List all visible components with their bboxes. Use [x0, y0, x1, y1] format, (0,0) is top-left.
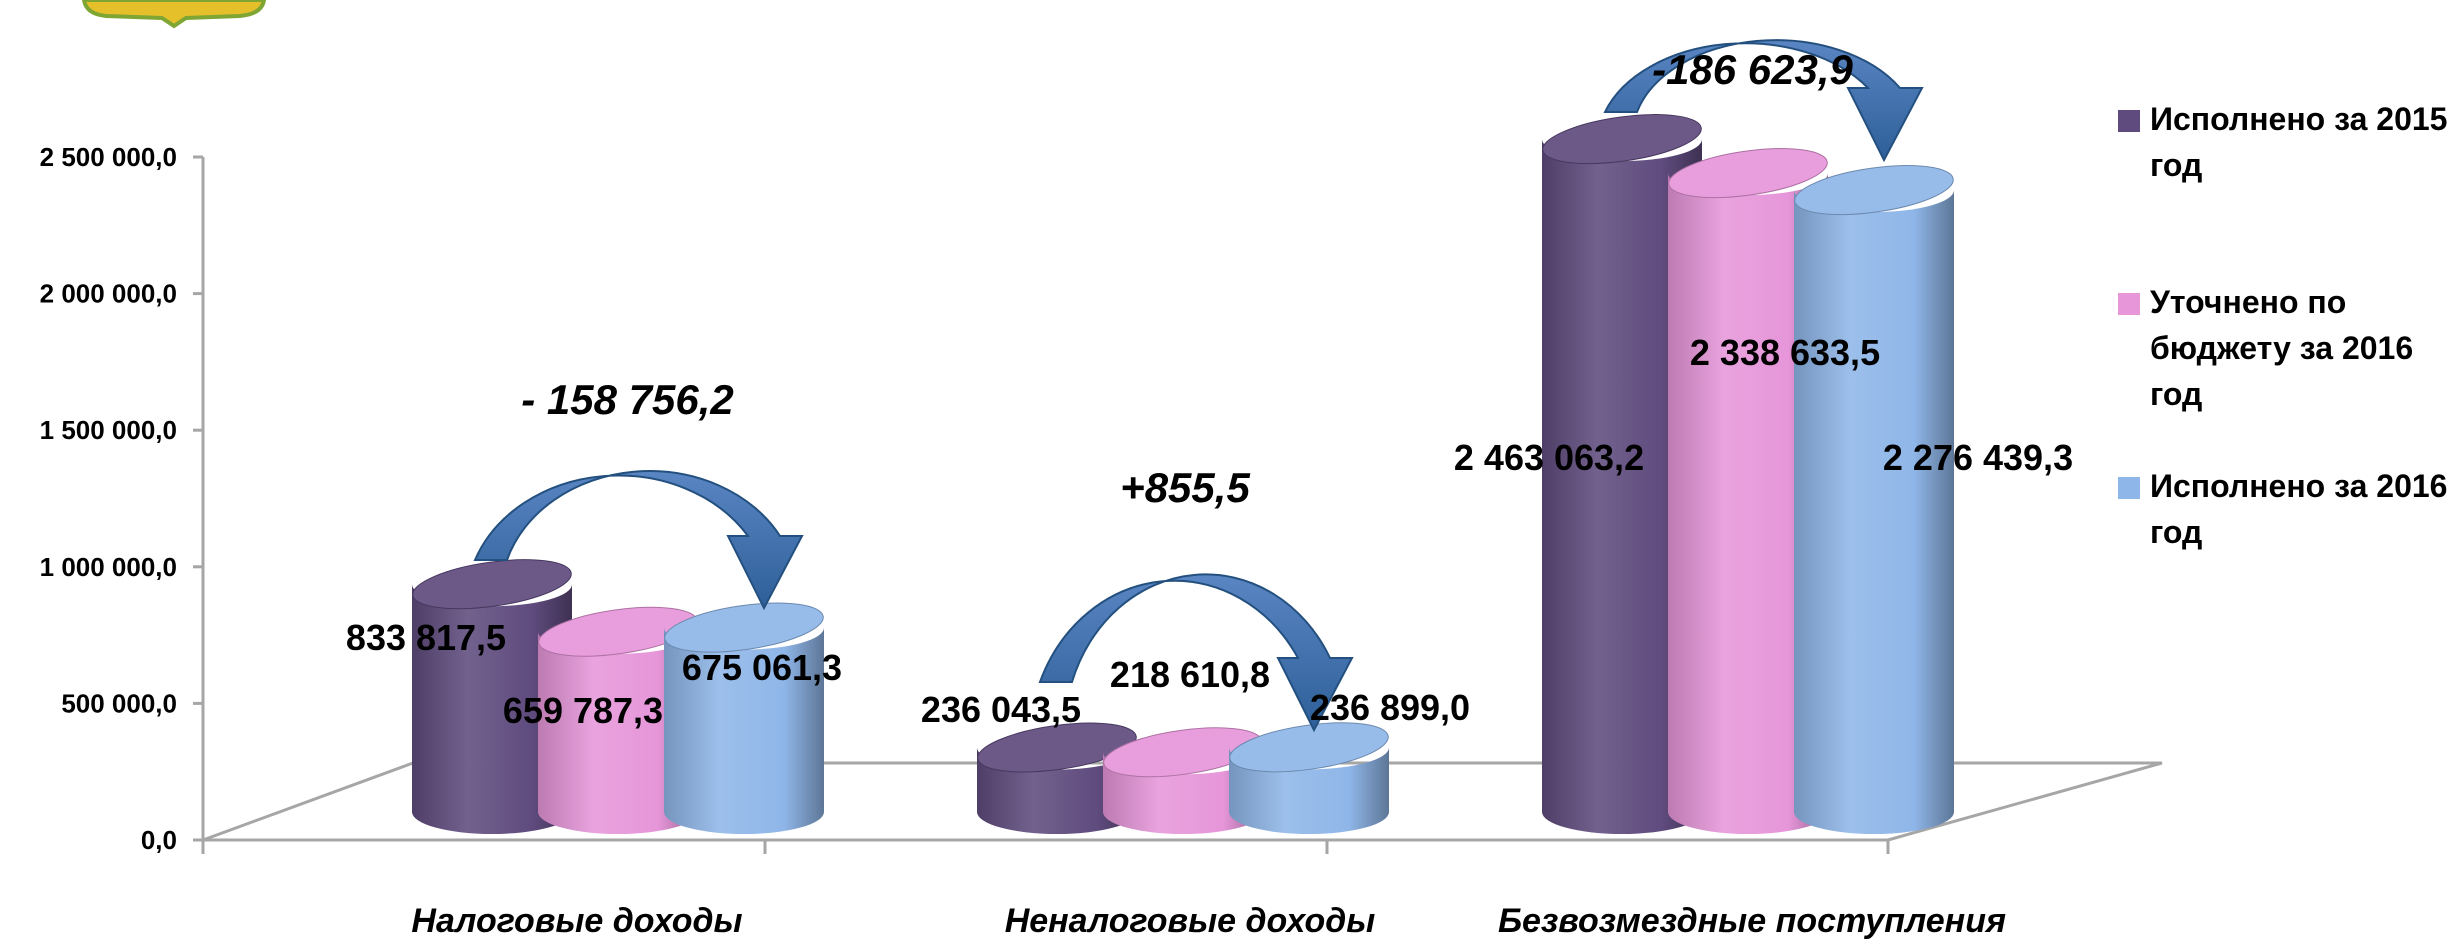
- x-axis: Налоговые доходы Неналоговые доходы Безвоз…: [201, 838, 2006, 939]
- data-labels: 833 817,5 659 787,3 675 061,3 236 043,5 218 …: [346, 332, 2073, 731]
- x-category-label: Безвозмездные поступления: [1498, 902, 2006, 939]
- bar-body: [1668, 173, 1828, 834]
- bar-body: [538, 631, 698, 834]
- bar-cylinder: [664, 602, 824, 834]
- bar-value-label: 659 787,3: [503, 690, 663, 731]
- y-tick-label: 0,0: [141, 825, 177, 855]
- y-tick-label: 1 000 000,0: [40, 552, 177, 582]
- y-tick-label: 2 000 000,0: [40, 279, 177, 309]
- difference-label: +855,5: [1120, 464, 1250, 511]
- bar-top: [1794, 165, 1954, 216]
- bar-value-label: 236 043,5: [921, 689, 1081, 730]
- bar-top: [977, 722, 1137, 773]
- x-category-label: Неналоговые доходы: [1005, 902, 1376, 939]
- difference-arrow: - 158 756,2: [473, 376, 804, 611]
- x-category-label: Налоговые доходы: [411, 902, 742, 939]
- bar-value-label: 2 338 633,5: [1690, 332, 1880, 373]
- bar-cylinder: [538, 606, 698, 834]
- bar-value-label: 675 061,3: [682, 647, 842, 688]
- bar-cylinder: [412, 559, 572, 834]
- bar-cylinder: [1668, 148, 1828, 834]
- legend-label: Исполнено за 2016 год: [2150, 468, 2447, 550]
- bar-cylinder: [1794, 165, 1954, 834]
- legend-label: Исполнено за 2015 год: [2150, 101, 2447, 183]
- legend-swatch: [2118, 477, 2140, 499]
- bar-value-label: 236 899,0: [1310, 687, 1470, 728]
- emblem-logo: [81, 0, 267, 29]
- y-tick-label: 500 000,0: [61, 688, 177, 718]
- bar-value-label: 2 276 439,3: [1883, 437, 2073, 478]
- legend-item: Исполнено за 2016 год: [2118, 468, 2447, 550]
- legend: Исполнено за 2015 год Уточнено по бюджету з…: [2118, 101, 2447, 550]
- legend-swatch: [2118, 293, 2140, 315]
- bar-top: [664, 602, 824, 653]
- y-axis: 0,0 500 000,0 1 000 000,0 1 500 000,0 2 000 …: [40, 142, 205, 855]
- bar-top: [1668, 148, 1828, 199]
- legend-swatch: [2118, 110, 2140, 132]
- bar-body: [1794, 190, 1954, 834]
- bar-top: [412, 559, 572, 610]
- bar-cylinder: [977, 722, 1137, 834]
- bar-value-label: 218 610,8: [1110, 654, 1270, 695]
- bar-cylinder: [1229, 722, 1389, 834]
- difference-arrows: - 158 756,2 +855,5 -186 623,9: [473, 39, 1924, 733]
- legend-label: Уточнено по бюджету за 2016 год: [2150, 284, 2413, 412]
- y-tick-label: 1 500 000,0: [40, 415, 177, 445]
- difference-arrow: -186 623,9: [1603, 39, 1924, 163]
- bar-cylinder: [1542, 114, 1702, 835]
- legend-item: Исполнено за 2015 год: [2118, 101, 2447, 183]
- bar-body: [664, 627, 824, 834]
- legend-item: Уточнено по бюджету за 2016 год: [2118, 284, 2413, 412]
- difference-arrow: +855,5: [1038, 464, 1354, 733]
- bar-value-label: 2 463 063,2: [1454, 437, 1644, 478]
- bar-top: [1542, 114, 1702, 165]
- bars: [412, 114, 1954, 835]
- difference-label: - 158 756,2: [521, 376, 734, 423]
- difference-label: -186 623,9: [1652, 46, 1853, 93]
- bar-cylinder: [1103, 727, 1263, 834]
- y-tick-label: 2 500 000,0: [40, 142, 177, 172]
- bar-top: [1229, 722, 1389, 773]
- bar-value-label: 833 817,5: [346, 617, 506, 658]
- bar-body: [1542, 139, 1702, 835]
- bar-body: [412, 584, 572, 834]
